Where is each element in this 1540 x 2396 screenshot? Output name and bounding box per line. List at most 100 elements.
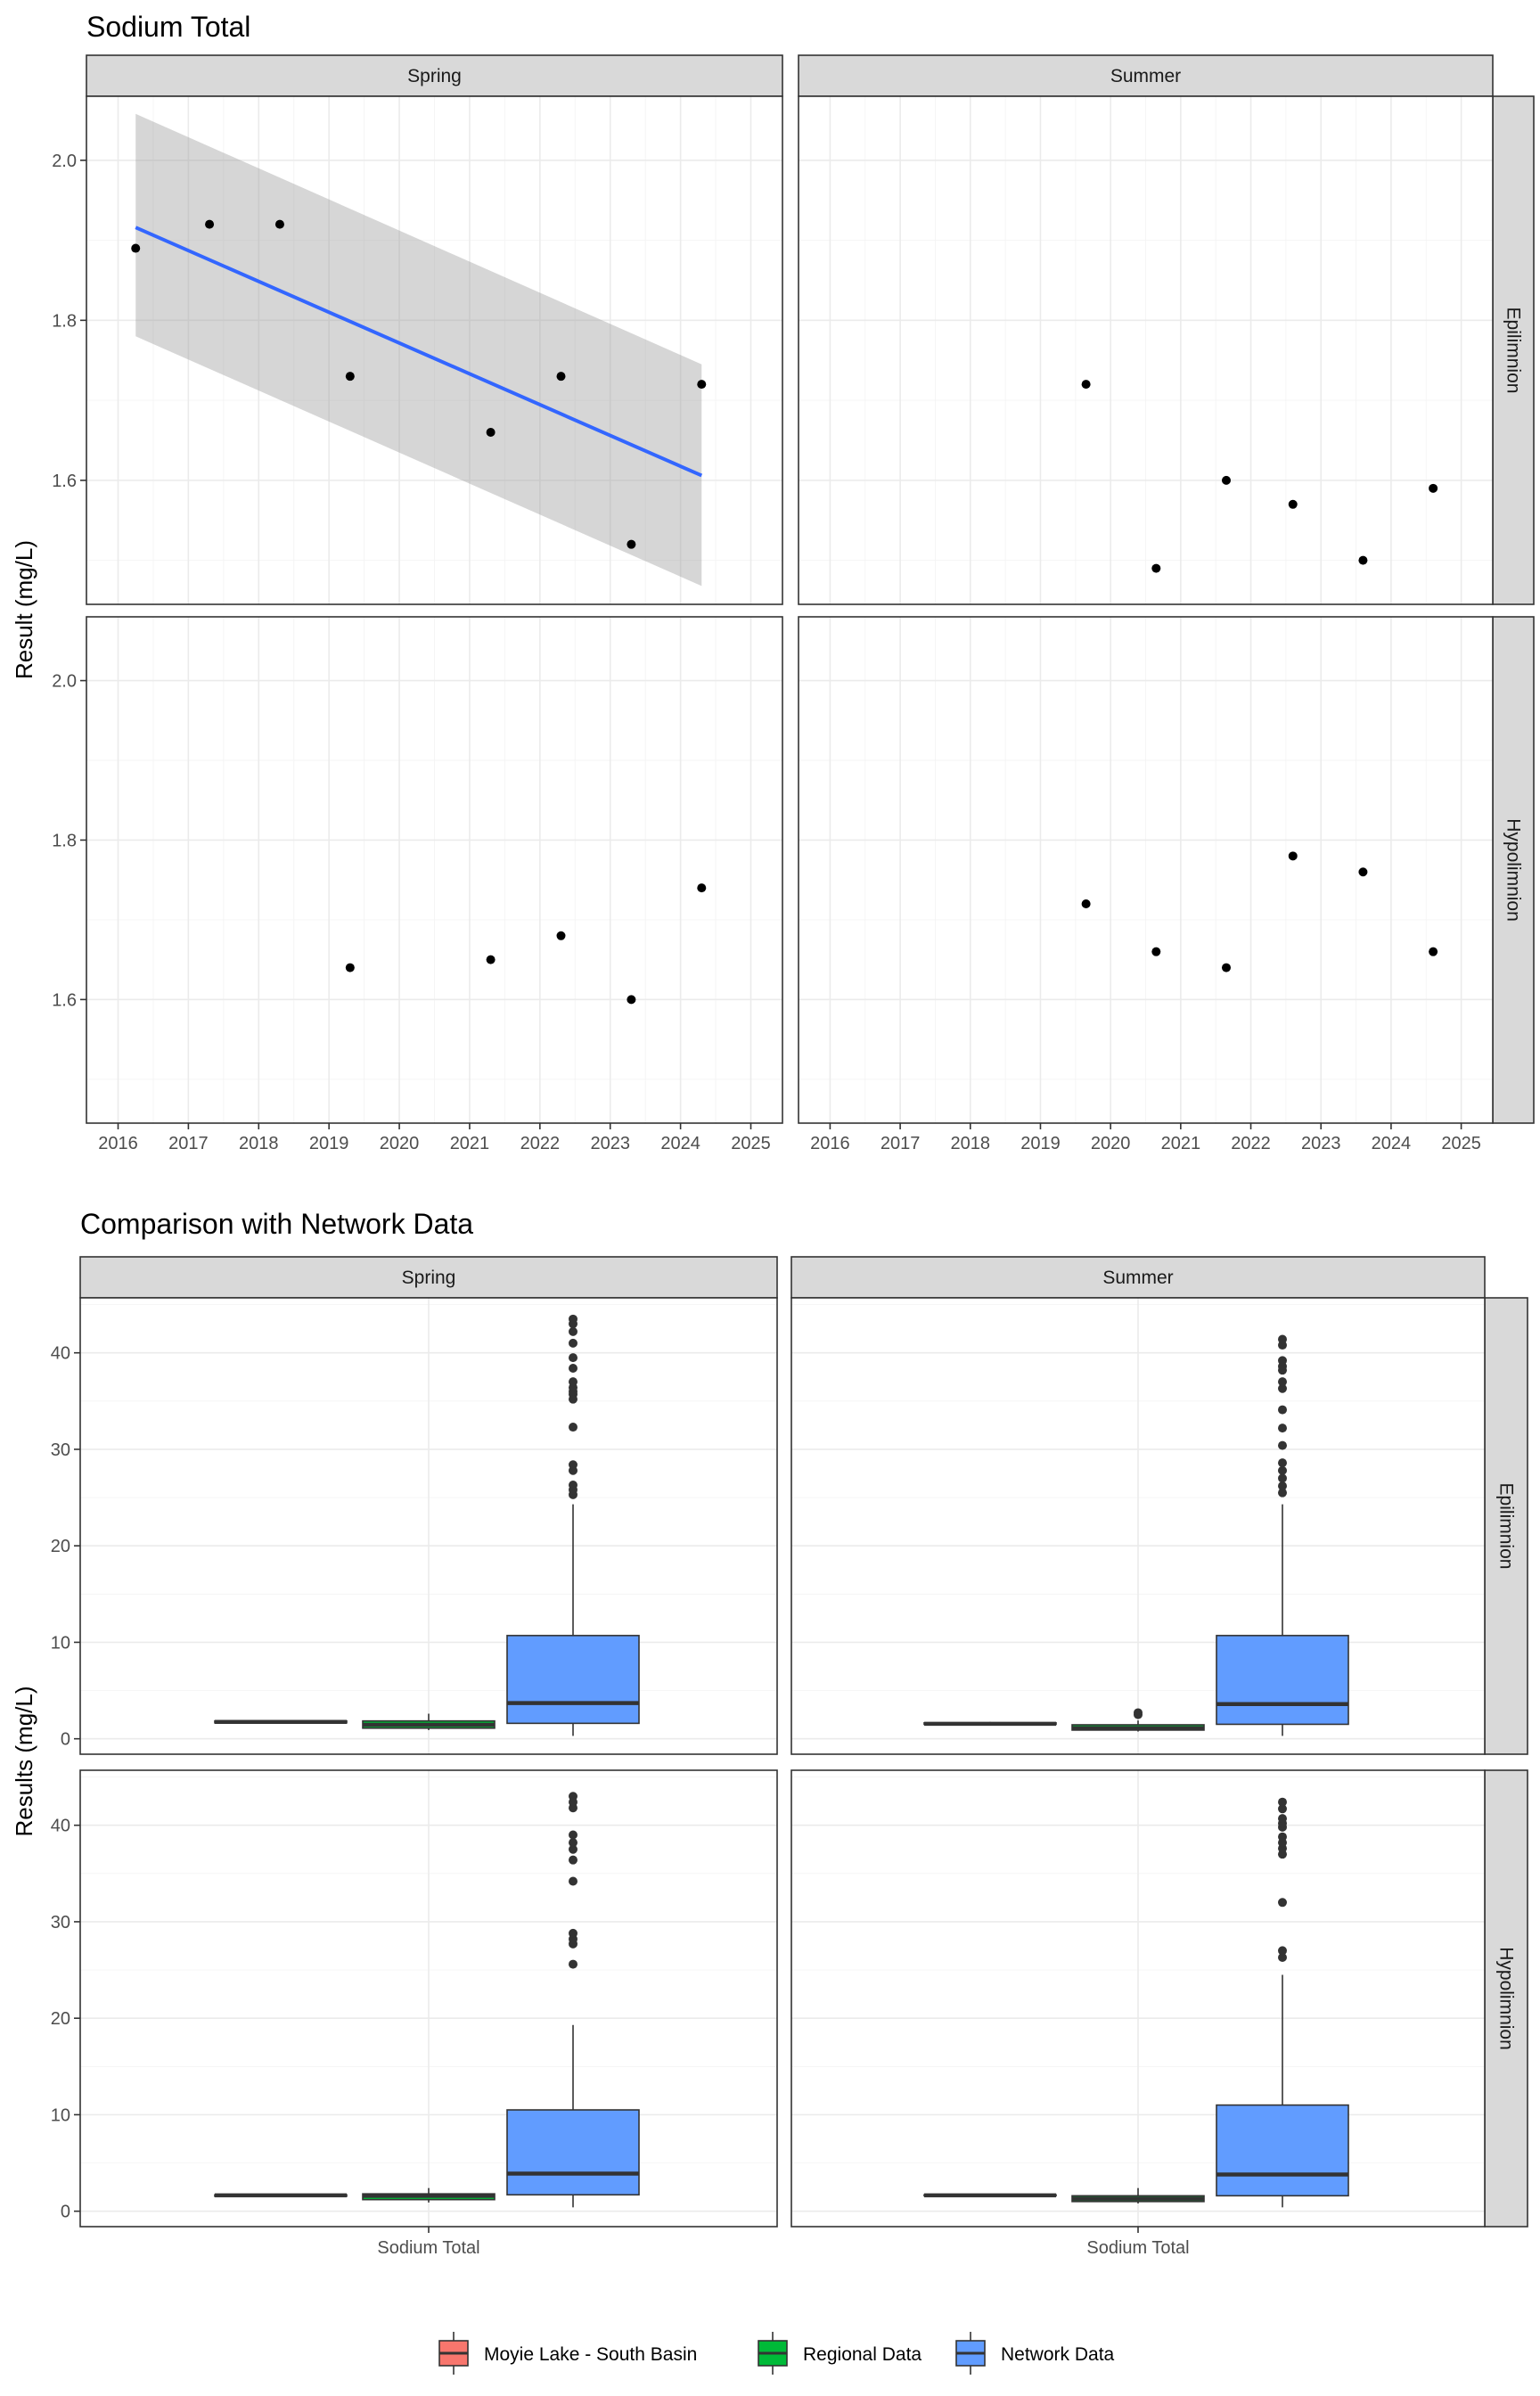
x-tick-label: 2019	[309, 1134, 349, 1153]
outlier-point	[1278, 1473, 1287, 1483]
outlier-point	[569, 1326, 578, 1336]
outlier-point	[1278, 1946, 1287, 1956]
x-tick-label: 2021	[450, 1134, 490, 1153]
box	[506, 2109, 640, 2196]
outlier-point	[569, 1855, 578, 1865]
panel-summer-hypolimnion	[790, 1769, 1486, 2228]
strip-spring	[86, 54, 783, 97]
outlier-point	[1278, 1440, 1287, 1450]
y-tick-label: 2.0	[52, 152, 77, 171]
box	[506, 1635, 640, 1725]
box-moyie-lake-south-basin	[923, 2193, 1057, 2198]
y-tick-label: 2.0	[52, 672, 77, 692]
data-point	[1288, 499, 1298, 509]
outlier-point	[1278, 1383, 1287, 1393]
panel-border	[79, 1297, 778, 1755]
strip-label-summer: Summer	[1110, 66, 1181, 86]
box-network-data	[506, 1314, 640, 1736]
data-point	[1081, 899, 1091, 909]
data-point	[1081, 380, 1091, 390]
data-point	[1358, 867, 1368, 877]
y-tick-label: 0	[61, 1730, 70, 1750]
panel-spring-hypolimnion	[79, 1769, 778, 2228]
x-tick-label: 2018	[951, 1134, 991, 1153]
box	[1216, 1635, 1349, 1726]
y-tick-label: 10	[51, 1633, 70, 1653]
data-point	[486, 428, 496, 438]
strip-hypolimnion	[1492, 616, 1535, 1124]
outlier-point	[569, 1314, 578, 1324]
panel-border	[86, 95, 783, 605]
outlier-point	[569, 1838, 578, 1848]
strip-epilimnion	[1492, 95, 1535, 605]
strip-label-epilimnion: Epilimnion	[1496, 1483, 1517, 1570]
outlier-point	[569, 1423, 578, 1432]
outlier-point	[569, 1830, 578, 1840]
data-point	[1429, 483, 1438, 493]
outlier-point	[1278, 1952, 1287, 1962]
strip-label-spring: Spring	[402, 1268, 456, 1288]
outlier-point	[1134, 1708, 1143, 1718]
legend-item-moyie-lake-south-basin: Moyie Lake - South Basin	[438, 2332, 697, 2375]
box-network-data	[1216, 1334, 1349, 1736]
strip-label-summer: Summer	[1102, 1268, 1173, 1288]
outlier-point	[569, 1876, 578, 1886]
legend: Moyie Lake - South Basin Regional Data Net…	[438, 2332, 1115, 2375]
x-tick-label: Sodium Total	[377, 2238, 479, 2258]
x-tick-label: 2020	[380, 1134, 420, 1153]
x-tick-label: 2017	[881, 1134, 921, 1153]
outlier-point	[1278, 1488, 1287, 1498]
x-tick-label: 2017	[168, 1134, 209, 1153]
box-regional-data	[1071, 2187, 1205, 2204]
data-point	[205, 219, 215, 229]
data-point	[1221, 475, 1231, 485]
data-point	[556, 372, 566, 382]
y-tick-label: 1.8	[52, 831, 77, 850]
strip-epilimnion	[1484, 1297, 1528, 1755]
x-tick-label: 2019	[1020, 1134, 1061, 1153]
y-axis-title: Results (mg/L)	[11, 1686, 37, 1836]
x-tick-label: 2025	[1441, 1134, 1481, 1153]
data-point	[345, 963, 355, 972]
x-tick-label: 2023	[590, 1134, 630, 1153]
y-tick-label: 40	[51, 1344, 70, 1364]
strip-label-hypolimnion: Hypolimnion	[1503, 818, 1524, 922]
outlier-point	[1278, 1797, 1287, 1807]
legend-label: Network Data	[1001, 2344, 1115, 2365]
outlier-point	[1278, 1481, 1287, 1491]
panel-border	[798, 616, 1494, 1124]
data-point	[1288, 851, 1298, 861]
x-tick-label: Sodium Total	[1086, 2238, 1189, 2258]
data-point	[627, 995, 636, 1005]
outlier-point	[569, 1353, 578, 1363]
data-point	[697, 883, 707, 893]
outlier-point	[1278, 1405, 1287, 1415]
box-network-data	[506, 1792, 640, 2208]
outlier-point	[1278, 1356, 1287, 1366]
data-point	[1221, 963, 1231, 972]
panel-summer-epilimnion	[790, 1297, 1486, 1755]
panel-spring-epilimnion	[79, 1297, 778, 1755]
strip-summer	[790, 1256, 1486, 1299]
x-tick-label: 2022	[1231, 1134, 1271, 1153]
y-tick-label: 0	[61, 2203, 70, 2222]
x-tick-label: 2016	[98, 1134, 138, 1153]
y-tick-label: 1.8	[52, 311, 77, 331]
box-moyie-lake-south-basin	[214, 1719, 348, 1724]
legend-item-regional-data: Regional Data	[758, 2332, 922, 2375]
outlier-point	[1278, 1465, 1287, 1475]
y-tick-label: 1.6	[52, 472, 77, 491]
outlier-point	[1278, 1804, 1287, 1814]
outlier-point	[1278, 1814, 1287, 1824]
data-point	[1358, 555, 1368, 565]
outlier-point	[569, 1460, 578, 1470]
data-point	[274, 219, 284, 229]
box	[1216, 2104, 1349, 2197]
box-network-data	[1216, 1797, 1349, 2208]
x-tick-label: 2016	[810, 1134, 850, 1153]
panel-summer-hypolimnion	[798, 616, 1494, 1124]
x-tick-label: 2018	[239, 1134, 279, 1153]
data-point	[697, 380, 707, 390]
data-point	[627, 539, 636, 549]
